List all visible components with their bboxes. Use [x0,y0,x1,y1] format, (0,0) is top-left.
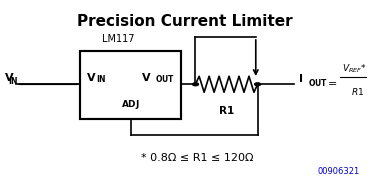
Text: $\mathbf{ADJ}$: $\mathbf{ADJ}$ [121,98,140,111]
Text: Precision Current Limiter: Precision Current Limiter [77,14,292,29]
FancyBboxPatch shape [81,51,181,119]
Circle shape [192,83,198,86]
Text: R1: R1 [219,106,234,116]
Text: $\mathbf{OUT}$: $\mathbf{OUT}$ [308,77,328,88]
Text: $\mathbf{IN}$: $\mathbf{IN}$ [96,73,107,84]
Text: $\mathbf{IN}$: $\mathbf{IN}$ [8,75,18,86]
Text: * 0.8Ω ≤ R1 ≤ 120Ω: * 0.8Ω ≤ R1 ≤ 120Ω [141,153,253,163]
Text: $\mathbf{V}$: $\mathbf{V}$ [4,71,15,83]
Text: LM117: LM117 [102,34,135,44]
Text: $=$: $=$ [325,77,338,87]
Text: $\mathbf{V}$: $\mathbf{V}$ [141,71,151,83]
Circle shape [255,83,260,86]
Text: $\mathbf{OUT}$: $\mathbf{OUT}$ [155,73,175,84]
Text: $R1$: $R1$ [351,86,364,97]
Text: $\mathbf{I}$: $\mathbf{I}$ [298,72,303,84]
Text: $V_{REF}$*: $V_{REF}$* [342,63,366,75]
Text: 00906321: 00906321 [318,167,360,176]
Text: $\mathbf{V}$: $\mathbf{V}$ [86,71,97,83]
